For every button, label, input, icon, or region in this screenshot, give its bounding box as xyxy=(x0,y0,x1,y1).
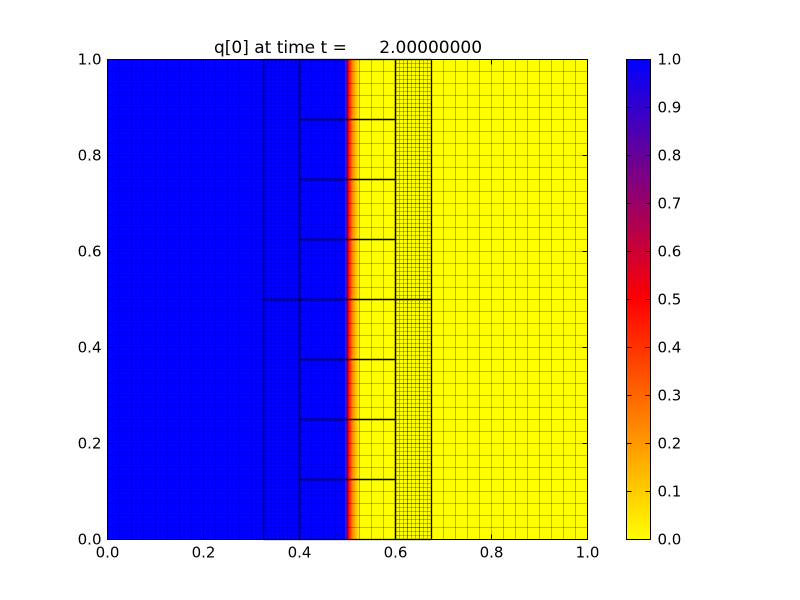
y-tick-label: 0.2 xyxy=(78,435,102,453)
colorbar-tick-label: 0.4 xyxy=(658,339,682,357)
colorbar-tick-label: 0.2 xyxy=(658,435,682,453)
amr-patch xyxy=(262,298,301,541)
y-tick-label: 0.8 xyxy=(78,147,102,165)
amr-patch xyxy=(394,58,433,301)
colorbar-tick-label: 0.1 xyxy=(658,483,682,501)
amr-patch xyxy=(394,298,433,541)
x-tick-label: 0.0 xyxy=(96,544,120,562)
y-tick-label: 0.0 xyxy=(78,531,102,549)
colorbar-tick-label: 0.5 xyxy=(658,291,682,309)
x-tick-label: 0.6 xyxy=(384,544,408,562)
colorbar-tick-label: 0.9 xyxy=(658,99,682,117)
chart-title: q[0] at time t = 2.00000000 xyxy=(214,38,482,58)
colorbar-tick-label: 1.0 xyxy=(658,51,682,69)
x-tick-label: 1.0 xyxy=(576,544,600,562)
colorbar: 0.0 0.1 0.2 0.3 0.4 0.5 0.6 0.7 0.8 0.9 1.0 xyxy=(626,51,682,549)
x-tick-label: 0.8 xyxy=(480,544,504,562)
colorbar-tick-label: 0.7 xyxy=(658,195,682,213)
x-tick-label: 0.2 xyxy=(192,544,216,562)
x-tick-label: 0.4 xyxy=(288,544,312,562)
plot-axes: 0.0 0.2 0.4 0.6 0.8 1.0 0.0 0.2 0.4 0.6 0.8 1.0 xyxy=(78,51,600,562)
y-tick-label: 1.0 xyxy=(78,51,102,69)
amr-patch xyxy=(262,58,301,301)
colorbar-tick-label: 0.0 xyxy=(658,531,682,549)
colorbar-tick-label: 0.8 xyxy=(658,147,682,165)
y-tick-label: 0.6 xyxy=(78,243,102,261)
amr-grid xyxy=(107,58,588,541)
colorbar-tick-label: 0.3 xyxy=(658,387,682,405)
y-tick-label: 0.4 xyxy=(78,339,102,357)
colorbar-tick-label: 0.6 xyxy=(658,243,682,261)
axes-frame xyxy=(107,59,588,540)
